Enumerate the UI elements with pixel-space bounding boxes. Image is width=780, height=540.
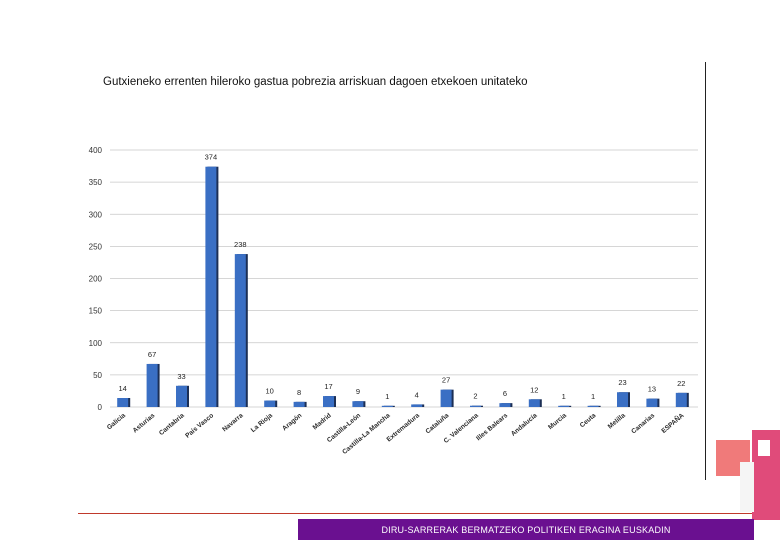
- x-tick-label: Navarra: [221, 412, 245, 433]
- bar-Illes Balears: [499, 403, 511, 407]
- x-tick-label: Ceuta: [579, 412, 598, 429]
- data-label: 8: [297, 388, 301, 397]
- x-tick-label: Aragón: [281, 412, 303, 432]
- y-tick-label: 350: [89, 178, 103, 187]
- bar-Cataluña: [440, 389, 452, 407]
- x-tick-label: Asturias: [132, 412, 157, 435]
- bar-Cantabria: [176, 385, 187, 407]
- bar-Castilla-León: [352, 401, 364, 407]
- data-label: 238: [234, 240, 247, 249]
- data-label: 4: [415, 390, 419, 399]
- data-label: 17: [324, 382, 332, 391]
- x-tick-label: ESPAÑA: [659, 410, 686, 434]
- data-label: 6: [503, 389, 507, 398]
- data-label: 374: [205, 153, 218, 162]
- data-label: 12: [530, 385, 538, 394]
- bar-Asturias: [146, 363, 158, 407]
- y-tick-label: 400: [89, 146, 103, 155]
- data-label: 22: [677, 379, 685, 388]
- chart-title: Gutxieneko errenten hileroko gastua pobr…: [103, 76, 528, 88]
- x-tick-label: Cataluña: [425, 412, 451, 435]
- data-label: 2: [473, 392, 477, 401]
- y-tick-label: 300: [89, 210, 103, 219]
- vertical-divider: [705, 62, 706, 480]
- data-label: 10: [266, 387, 274, 396]
- x-tick-label: Illes Balears: [475, 412, 509, 442]
- y-tick-label: 250: [89, 242, 103, 251]
- decor-square-3: [740, 462, 754, 512]
- bar-Castilla-La Mancha: [381, 405, 393, 407]
- data-label: 23: [618, 378, 626, 387]
- bar-País Vasco: [205, 166, 217, 407]
- bar-La Rioja: [264, 400, 276, 407]
- bar-Melilla: [617, 392, 628, 407]
- data-label: 27: [442, 376, 450, 385]
- y-tick-label: 150: [89, 307, 103, 316]
- data-label: 33: [177, 372, 185, 381]
- bar-Andalucía: [528, 399, 540, 407]
- footer-text: DIRU-SARRERAK BERMATZEKO POLITIKEN ERAGI…: [381, 524, 671, 535]
- decor-square-4: [758, 440, 770, 456]
- data-label: 9: [356, 387, 360, 396]
- x-tick-label: Andalucía: [510, 412, 539, 438]
- y-tick-label: 50: [93, 371, 102, 380]
- data-label: 14: [119, 384, 127, 393]
- x-tick-label: La Rioja: [250, 412, 274, 434]
- x-tick-label: Melilla: [607, 412, 627, 431]
- x-tick-label: Galicia: [106, 412, 127, 431]
- bar-Navarra: [234, 254, 246, 407]
- x-tick-label: Extremadura: [386, 412, 422, 443]
- data-label: 1: [385, 392, 389, 401]
- grid-layer: [110, 149, 698, 408]
- footer-rule: [78, 513, 770, 514]
- x-tick-label: Cantabria: [158, 412, 186, 437]
- data-label: 1: [591, 392, 595, 401]
- data-label: 13: [648, 385, 656, 394]
- x-tick-label: País Vasco: [184, 412, 215, 440]
- x-tick-label: Murcia: [547, 412, 568, 431]
- y-axis-ticks: 0 50 100 150 200 250 300 350 400: [89, 146, 103, 412]
- footer-banner: DIRU-SARRERAK BERMATZEKO POLITIKEN ERAGI…: [298, 519, 754, 540]
- y-tick-label: 200: [89, 275, 103, 284]
- bar-Galicia: [117, 398, 129, 407]
- bar-C. Valenciana: [470, 405, 481, 407]
- data-label: 1: [562, 392, 566, 401]
- bar-ESPAÑA: [675, 392, 687, 407]
- y-tick-label: 0: [98, 403, 103, 412]
- x-tick-label: Madrid: [312, 412, 333, 431]
- bar-Murcia: [558, 405, 570, 407]
- bar-Aragón: [293, 401, 305, 407]
- bars: [117, 166, 689, 407]
- bar-Canarias: [646, 398, 658, 407]
- bar-Ceuta: [587, 405, 599, 407]
- x-tick-label: Canarias: [630, 412, 656, 435]
- bar-Madrid: [323, 396, 334, 407]
- y-tick-label: 100: [89, 339, 103, 348]
- bar-Extremadura: [411, 404, 423, 407]
- data-label: 67: [148, 350, 156, 359]
